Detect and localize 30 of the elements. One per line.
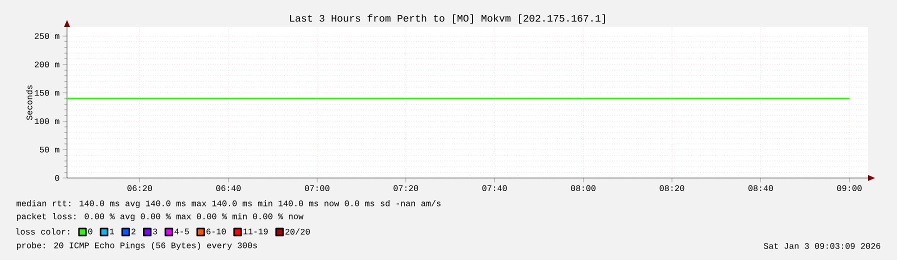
y-tick-label: 150 m xyxy=(34,90,60,96)
y-tick-label: 0 xyxy=(55,175,60,181)
text: median rtt: 140.0 ms avg 140.0 ms max 140.0 ms min 140.0 ms now 0.0 ms sd -nan am/s xyxy=(16,200,441,208)
chart-title: Last 3 Hours from Perth to [MO] Mokvm [202.175.167.1] xyxy=(290,14,605,24)
legend-label: 20/20 xyxy=(285,228,310,235)
y-tick-label: 200 m xyxy=(34,62,60,68)
y-tick-label: 250 m xyxy=(34,33,60,39)
text: probe: 20 ICMP Echo Pings (56 Bytes) every 300s xyxy=(16,242,257,250)
legend-label: 0 xyxy=(88,228,92,234)
x-tick-label: 07:20 xyxy=(394,185,418,192)
y-axis-title: Seconds xyxy=(26,85,32,120)
x-tick-label: 08:20 xyxy=(660,185,684,192)
text: Sat Jan 3 09:03:09 2026 xyxy=(764,243,880,249)
legend-label: 4-5 xyxy=(174,228,189,234)
legend-label: 2 xyxy=(132,228,136,234)
x-tick-label: 08:00 xyxy=(571,185,596,192)
legend-label: 3 xyxy=(153,228,158,234)
x-tick-label: 09:00 xyxy=(837,185,862,192)
text: packet loss: 0.00 % avg 0.00 % max 0.00 % min 0.00 % now xyxy=(16,213,304,221)
x-tick-label: 07:40 xyxy=(482,185,507,192)
legend-title: loss color: xyxy=(16,228,70,235)
x-tick-label: 06:20 xyxy=(128,185,152,192)
legend-label: 6-10 xyxy=(206,228,226,234)
x-tick-label: 08:40 xyxy=(748,185,773,192)
legend-label: 11-19 xyxy=(243,228,268,234)
x-tick-label: 06:40 xyxy=(216,185,241,192)
legend-label: 1 xyxy=(110,228,114,234)
y-tick-label: 50 m xyxy=(40,146,60,152)
x-tick-label: 07:00 xyxy=(304,185,330,192)
y-tick-label: 100 m xyxy=(34,118,60,124)
